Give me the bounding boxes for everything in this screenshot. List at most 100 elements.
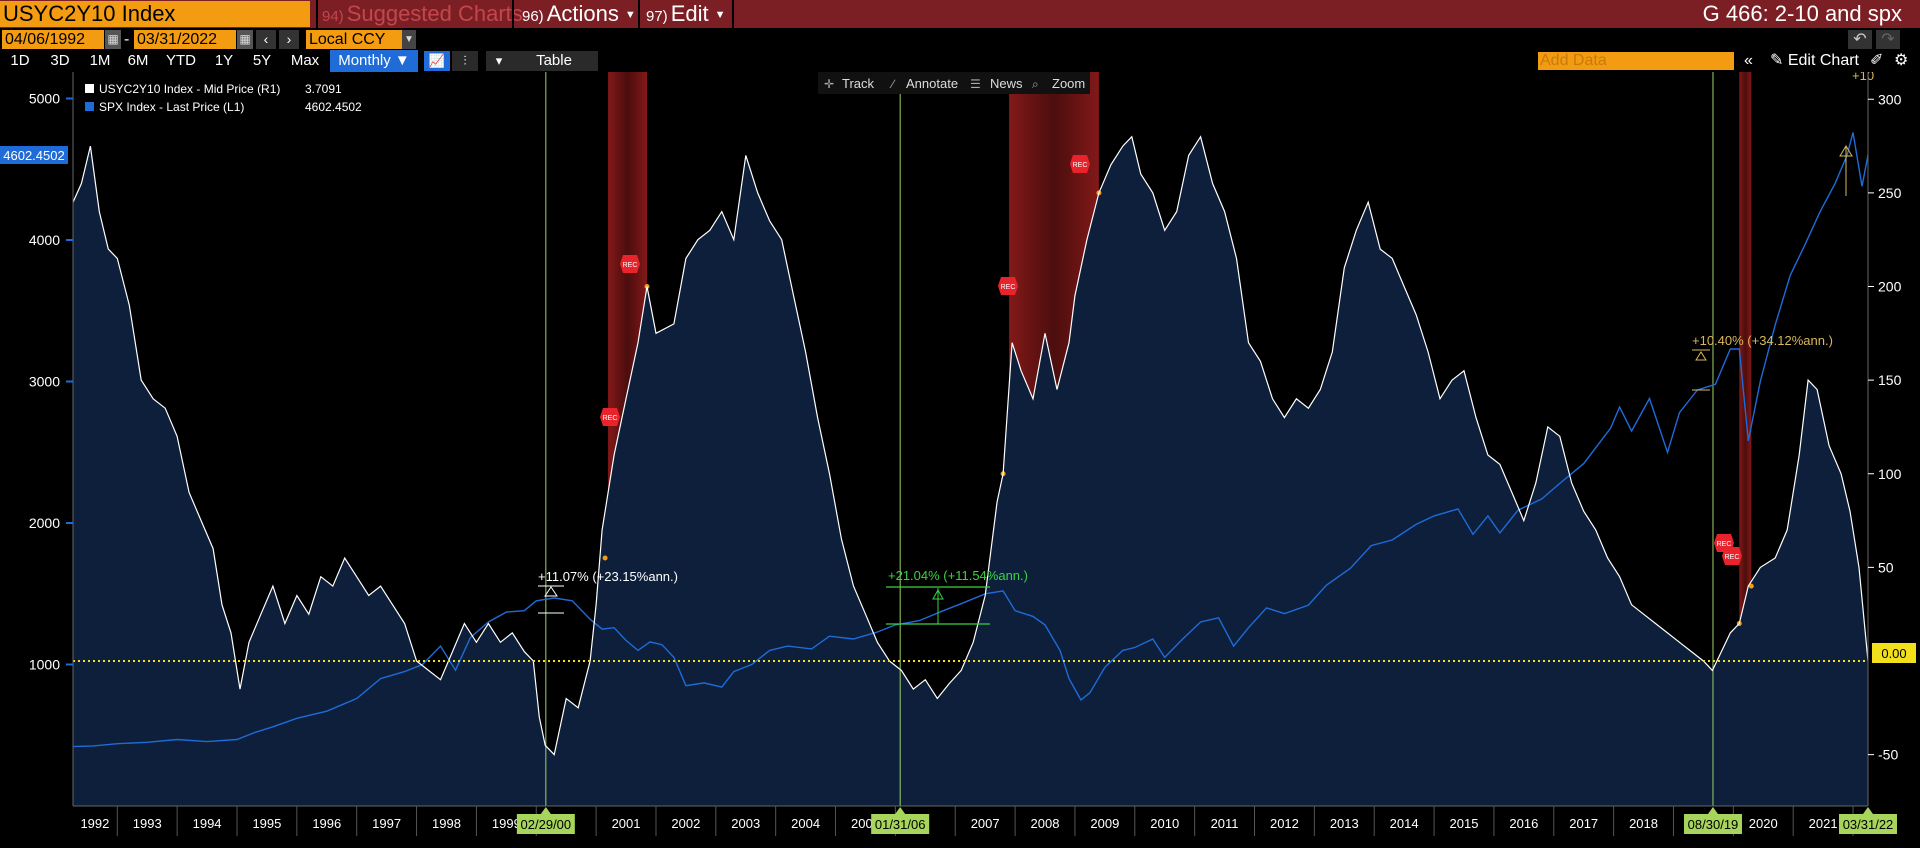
bar-chart-icon[interactable]: ⫶ — [452, 51, 478, 71]
zoom-tool-button[interactable]: ⌕ Zoom — [1032, 76, 1085, 91]
rec-marker: REC — [998, 277, 1018, 295]
table-button[interactable]: Table — [510, 51, 598, 71]
period-max-button[interactable]: Max — [290, 52, 320, 69]
next-period-icon[interactable]: › — [279, 30, 299, 49]
event-date-pointer — [1707, 807, 1718, 814]
x-tick-label: 1995 — [252, 816, 281, 831]
annotation-3[interactable]: +10.40% (+34.12%ann.) — [1692, 333, 1833, 391]
chart-tools-bar: ✛ Track ∕ Annotate ☰ News ⌕ Zoom — [818, 72, 1090, 94]
actions-menu-button[interactable]: 96) Actions ▼ — [522, 0, 636, 28]
annotation-text: +10.40% (+34.12%ann.) — [1692, 333, 1833, 348]
undo-icon[interactable]: ↶ — [1848, 30, 1872, 49]
x-tick-label: 1992 — [80, 816, 109, 831]
collapse-icon[interactable]: « — [1744, 52, 1753, 69]
annotation-4[interactable]: +10 — [1839, 72, 1874, 196]
x-tick-label: 1998 — [432, 816, 461, 831]
edit-menu-button[interactable]: 97) Edit ▼ — [646, 0, 726, 28]
left-tick-label: 3000 — [29, 374, 60, 390]
x-tick-label: 2004 — [791, 816, 820, 831]
x-tick-label: 2002 — [671, 816, 700, 831]
calendar-icon[interactable]: ▦ — [237, 30, 253, 49]
x-tick-label: 1993 — [133, 816, 162, 831]
magnifier-icon: ⌕ — [1032, 77, 1039, 91]
end-date-field[interactable]: 03/31/2022 — [134, 30, 236, 49]
chevron-down-icon[interactable]: ▾ — [486, 51, 512, 71]
legend-swatch-yield — [85, 84, 94, 93]
recession-markers: REC REC REC REC REC REC — [600, 155, 1742, 565]
caret-down-icon: ▼ — [624, 9, 636, 22]
x-tick-label: 2018 — [1629, 816, 1658, 831]
right-tick-label: -50 — [1878, 747, 1898, 763]
svg-text:REC: REC — [1073, 162, 1088, 169]
toolbar-divider — [316, 0, 318, 28]
period-6m-button[interactable]: 6M — [127, 52, 149, 69]
yield-curve-line — [72, 135, 1869, 756]
period-ytd-button[interactable]: YTD — [166, 52, 196, 69]
chart-canvas[interactable]: +11.07% (+23.15%ann.) +21.04% (+11.54%an… — [0, 72, 1920, 848]
right-tick-label: 250 — [1878, 185, 1902, 201]
recession-band — [1739, 72, 1752, 806]
security-ticker-field[interactable]: USYC2Y10 Index — [0, 1, 310, 27]
arrow-up-icon — [1839, 145, 1853, 157]
event-date-tag — [1683, 814, 1742, 834]
zero-value-tag: 0.00 — [1872, 643, 1916, 663]
date-range-row: 04/06/1992 ▦ - 03/31/2022 ▦ ‹ › Local CC… — [0, 28, 1920, 50]
event-dot — [1748, 583, 1754, 589]
svg-text:REC: REC — [1725, 554, 1740, 561]
x-tick-label: 2016 — [1509, 816, 1538, 831]
svg-text:REC: REC — [623, 262, 638, 269]
add-data-input[interactable]: Add Data — [1538, 52, 1734, 70]
x-tick-label: 2015 — [1450, 816, 1479, 831]
event-date-pointer — [895, 807, 906, 814]
news-icon: ☰ — [970, 77, 981, 91]
rec-marker: REC — [1722, 547, 1742, 565]
actions-label: Actions — [546, 1, 619, 26]
suggested-charts-button[interactable]: 94) Suggested Charts — [322, 0, 523, 28]
edit-label: Edit — [670, 1, 709, 26]
edit-style-icon[interactable]: ✐ — [1870, 52, 1884, 69]
event-dot — [602, 555, 608, 561]
annotation-text: +11.07% (+23.15%ann.) — [538, 569, 678, 584]
gear-icon[interactable]: ⚙ — [1894, 52, 1909, 69]
start-date-field[interactable]: 04/06/1992 — [2, 30, 104, 49]
calendar-icon[interactable]: ▦ — [105, 30, 121, 49]
period-1y-button[interactable]: 1Y — [214, 52, 234, 69]
event-date-tag — [516, 814, 575, 834]
event-date-tag — [1839, 814, 1897, 834]
right-tick-label: 50 — [1878, 559, 1894, 575]
right-axis-ticks: -50 50 100 150 200 250 300 — [1868, 91, 1902, 763]
x-tick-label: 2014 — [1390, 816, 1419, 831]
track-tool-button[interactable]: ✛ Track — [824, 76, 875, 91]
annotation-1[interactable]: +11.07% (+23.15%ann.) — [538, 569, 678, 614]
redo-icon[interactable]: ↷ — [1876, 30, 1900, 49]
currency-select[interactable]: Local CCY — [306, 30, 414, 49]
legend-value-yield: 3.7091 — [305, 82, 342, 96]
legend-swatch-spx — [85, 102, 94, 111]
x-tick-label: 2017 — [1569, 816, 1598, 831]
suggested-charts-number: 94) — [322, 8, 344, 25]
period-5y-button[interactable]: 5Y — [252, 52, 272, 69]
annotation-2[interactable]: +21.04% (+11.54%ann.) — [886, 568, 1028, 625]
previous-period-icon[interactable]: ‹ — [256, 30, 276, 49]
news-tool-button[interactable]: ☰ News — [970, 76, 1023, 91]
crosshair-icon: ✛ — [824, 77, 834, 91]
arrow-up-icon — [932, 588, 944, 600]
legend-label-spx: SPX Index - Last Price (L1) — [99, 100, 244, 114]
toolbar-divider — [638, 0, 640, 28]
svg-text:REC: REC — [1717, 541, 1732, 548]
period-toolbar: 1D 3D 1M 6M YTD 1Y 5Y Max Monthly ▼ 📈 ⫶ … — [0, 50, 1920, 72]
period-1m-button[interactable]: 1M — [89, 52, 111, 69]
edit-chart-button[interactable]: ✎ Edit Chart — [1770, 50, 1859, 72]
period-3d-button[interactable]: 3D — [50, 52, 70, 69]
annotate-tool-button[interactable]: ∕ Annotate — [889, 76, 958, 91]
frequency-select[interactable]: Monthly ▼ — [330, 50, 418, 72]
left-tick-label: 2000 — [29, 515, 60, 531]
legend[interactable]: USYC2Y10 Index - Mid Price (R1) 3.7091 S… — [78, 76, 374, 120]
line-chart-icon[interactable]: 📈 — [424, 51, 450, 71]
period-1d-button[interactable]: 1D — [10, 52, 30, 69]
x-tick-label: 1994 — [193, 816, 222, 831]
event-date-label: 01/31/06 — [875, 817, 926, 832]
event-date-label: 02/29/00 — [521, 817, 572, 832]
event-date-label: 08/30/19 — [1688, 817, 1739, 832]
chevron-down-icon[interactable]: ▼ — [402, 30, 416, 49]
